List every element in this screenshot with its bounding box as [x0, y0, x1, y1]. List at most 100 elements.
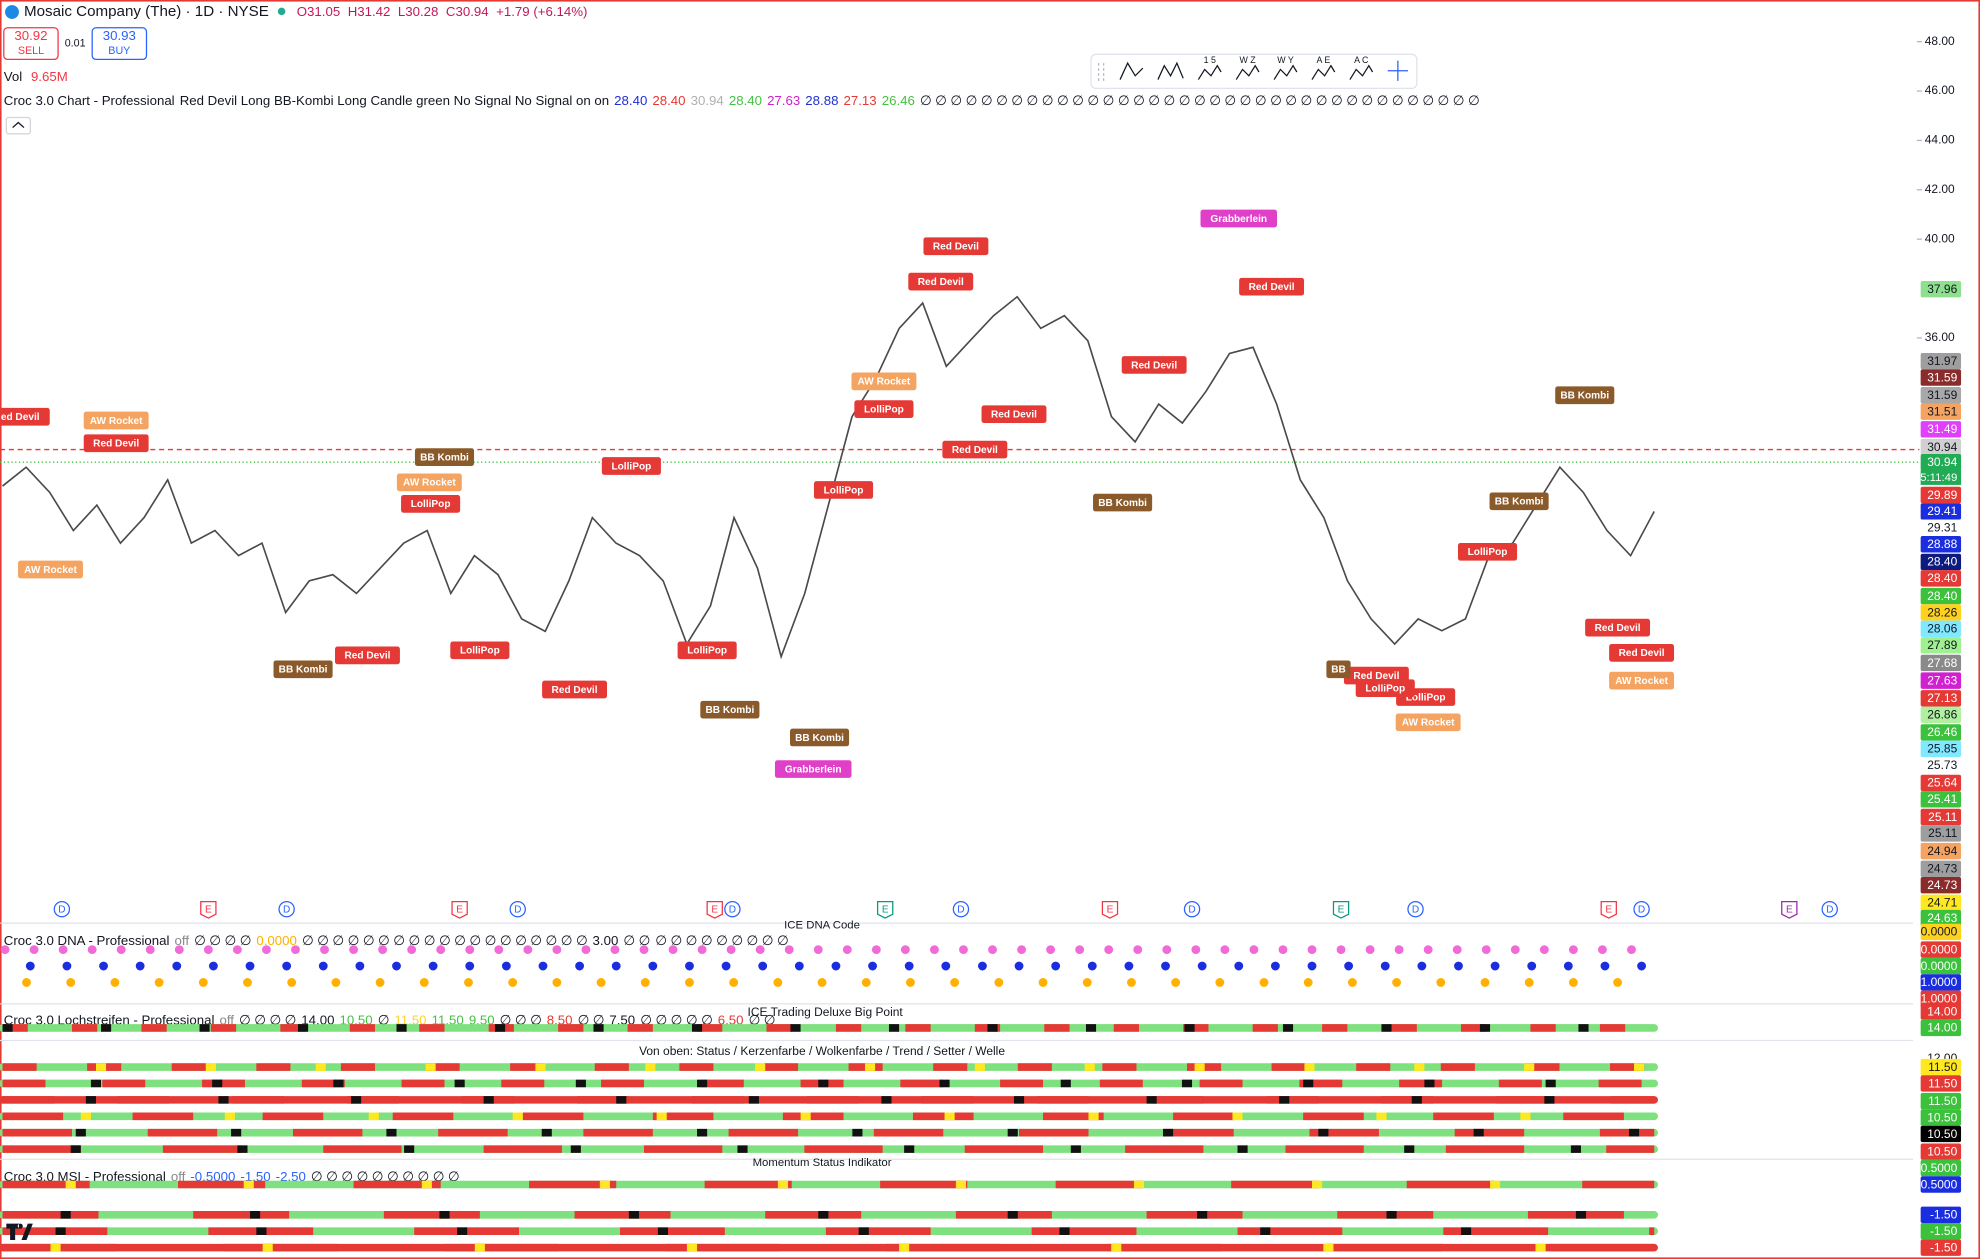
signal-box: [401, 495, 461, 513]
volume-value: 9.65M: [31, 69, 68, 84]
y-tick-label: 42.00: [1925, 182, 1955, 196]
tool-icon[interactable]: [1157, 61, 1184, 80]
price-badge: [1920, 553, 1962, 571]
signal-label: Red Devil: [344, 651, 390, 662]
legend-item: 7.50: [609, 1012, 635, 1027]
event-marker[interactable]: [876, 900, 894, 919]
price-badge: [1920, 1143, 1962, 1160]
sell-box: [3, 27, 59, 60]
price-badge: [1920, 690, 1962, 707]
signal-label: Red Devil: [933, 242, 979, 253]
legend-item: ∅: [378, 1012, 390, 1027]
price-badge-label: -0.5000: [1917, 1177, 1958, 1191]
legend-item: ∅ ∅ ∅ ∅ ∅ ∅ ∅ ∅ ∅ ∅: [311, 1168, 460, 1183]
price-badge: [1920, 403, 1962, 420]
signal-box: [1343, 666, 1409, 685]
price-badge: [1920, 877, 1962, 894]
collapse-button[interactable]: [5, 116, 31, 135]
legend-item: ∅ ∅: [623, 932, 650, 947]
tool-crosshair[interactable]: [1387, 60, 1408, 81]
event-marker[interactable]: [724, 900, 741, 918]
signal-label: BB Kombi: [1560, 391, 1609, 402]
legend-item: 10.50: [340, 1012, 373, 1027]
signal-label: BB Kombi: [795, 733, 844, 744]
price-badge: [1920, 1109, 1962, 1126]
price-badge: [1920, 808, 1962, 826]
event-marker[interactable]: [509, 900, 526, 918]
signal-label: Red Devil: [1595, 623, 1641, 634]
y-tick-label: 48.00: [1925, 34, 1955, 48]
tool-icon[interactable]: [1311, 64, 1336, 80]
tool-icon[interactable]: [1119, 61, 1144, 80]
sell-button[interactable]: 30.92 SELL: [3, 27, 59, 60]
signal-box: [1489, 492, 1549, 511]
price-badge-label: -1.50: [1930, 1224, 1958, 1238]
price-badge: [1920, 519, 1962, 537]
price-badge-label: 27.68: [1927, 656, 1957, 670]
event-marker[interactable]: [1821, 900, 1838, 918]
signal-box: [273, 660, 333, 679]
price-badge-label: 25.73: [1927, 758, 1957, 772]
legend-item: ∅ ∅ ∅: [500, 1012, 542, 1027]
legend-item: ∅ ∅ ∅ ∅: [239, 1012, 296, 1027]
price-badge-label: -0.5000: [1917, 1161, 1958, 1175]
buy-button[interactable]: 30.93 BUY: [91, 27, 148, 60]
event-marker[interactable]: [53, 900, 71, 918]
price-badge: [1920, 654, 1962, 672]
price-badge: [1920, 1222, 1962, 1240]
price-badge-label: -1.0000: [1917, 992, 1958, 1006]
price-badge: [1920, 957, 1962, 975]
price-badge-label: 31.49: [1927, 422, 1957, 436]
event-marker[interactable]: [1332, 900, 1350, 919]
y-tick-label: 46.00: [1925, 83, 1955, 97]
event-marker[interactable]: [1407, 900, 1424, 918]
legend-item: 28.88: [805, 93, 838, 108]
signal-box: [1457, 543, 1518, 561]
tool-icon[interactable]: [1273, 64, 1298, 80]
event-marker[interactable]: [1183, 900, 1201, 918]
legend-item: 27.13: [844, 93, 877, 108]
tool-icon[interactable]: [1197, 64, 1222, 80]
spread: 0.01: [65, 37, 86, 49]
event-marker[interactable]: [1101, 900, 1119, 919]
buy-label: BUY: [108, 45, 130, 57]
symbol[interactable]: Mosaic Company (The) · 1D · NYSE: [24, 3, 269, 20]
event-label: D: [514, 905, 521, 916]
legend-item: Croc 3.0 DNA - Professional: [4, 932, 170, 947]
price-badge: [1920, 570, 1962, 587]
price-badge-label: 11.50: [1928, 1060, 1957, 1074]
event-marker[interactable]: [1633, 900, 1650, 918]
event-marker[interactable]: [278, 900, 295, 918]
legend-item: 6.50: [718, 1012, 744, 1027]
event-label: E: [456, 905, 463, 916]
event-marker[interactable]: [706, 900, 723, 919]
signal-label: LolliPop: [1406, 692, 1446, 703]
signal-box: [854, 400, 914, 418]
price-badge-label: 28.88: [1927, 537, 1957, 551]
tv-logo[interactable]: [6, 1223, 33, 1241]
price-badge: [1920, 706, 1962, 723]
collapse-box: [5, 116, 31, 135]
event-label: D: [729, 905, 736, 916]
sell-price: 30.92: [14, 28, 47, 43]
legend-item: off: [171, 1168, 186, 1183]
price-badge-label: 30.94: [1927, 440, 1957, 454]
price-badge-label: 14.00: [1927, 1021, 1957, 1035]
price-badge: [1920, 438, 1962, 456]
event-marker[interactable]: [952, 900, 970, 918]
tool-icon[interactable]: [1235, 64, 1260, 80]
price-badge: [1920, 352, 1962, 370]
legend-item: 0.0000: [256, 932, 297, 947]
event-marker[interactable]: [1781, 900, 1798, 919]
price-badge: [1920, 1239, 1962, 1256]
event-marker[interactable]: [1600, 900, 1617, 919]
tool-icon[interactable]: [1349, 64, 1374, 80]
signal-label: BB Kombi: [1098, 498, 1147, 509]
event-label: D: [957, 905, 964, 916]
price-badge-label: 10.50: [1927, 1144, 1957, 1158]
event-label: D: [1412, 905, 1419, 916]
signal-label: AW Rocket: [858, 377, 911, 388]
event-marker[interactable]: [200, 900, 217, 919]
event-marker[interactable]: [451, 900, 468, 919]
